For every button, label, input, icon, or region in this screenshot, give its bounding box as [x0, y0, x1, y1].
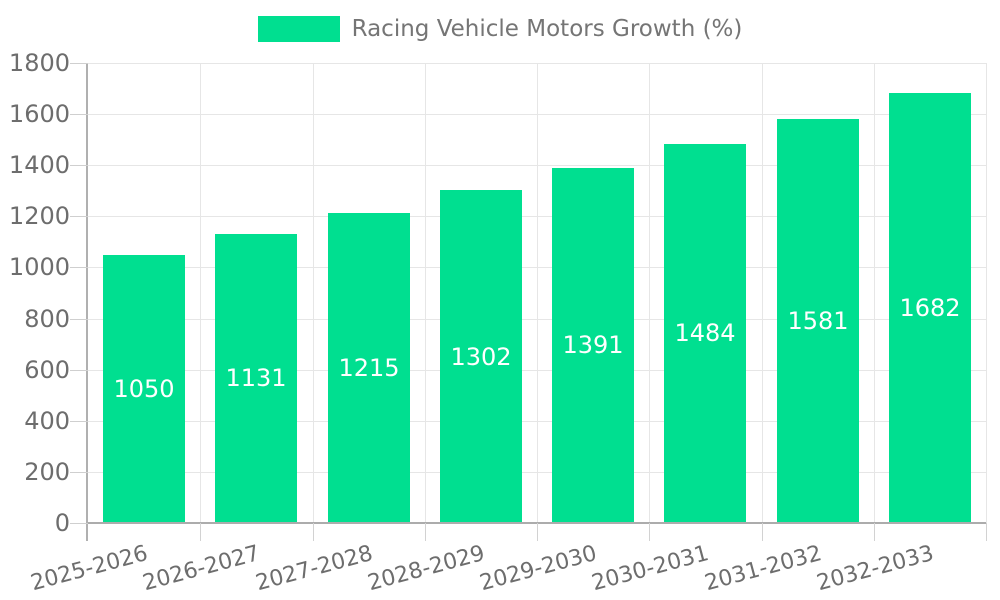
y-tick-label: 400 [24, 406, 70, 435]
bar-value-label: 1050 [113, 374, 175, 403]
y-tick-label: 600 [24, 355, 70, 384]
x-tick-mark [537, 523, 538, 541]
bar[interactable]: 1484 [664, 143, 746, 523]
bar[interactable]: 1391 [552, 167, 634, 523]
legend-label: Racing Vehicle Motors Growth (%) [351, 16, 743, 42]
plot-area: 1050 1131 1215 1302 1391 1484 1581 1682 [88, 63, 987, 523]
x-tick-mark [313, 523, 314, 541]
bar-value-label: 1682 [899, 294, 961, 323]
y-tick-label: 800 [24, 304, 70, 333]
gridline-vertical [425, 63, 426, 523]
bar-value-label: 1131 [225, 364, 287, 393]
y-tick-mark [70, 165, 88, 167]
y-tick-mark [70, 369, 88, 371]
gridline-vertical [200, 63, 201, 523]
x-tick-mark [874, 523, 875, 541]
legend-swatch-icon [257, 16, 340, 42]
y-tick-mark [70, 63, 88, 64]
y-tick-label: 1800 [8, 49, 70, 77]
bar[interactable]: 1131 [215, 233, 297, 523]
gridline-vertical [313, 63, 314, 523]
y-tick-mark [70, 523, 88, 524]
bar[interactable]: 1682 [889, 93, 971, 523]
bar[interactable]: 1302 [440, 190, 522, 523]
gridline-vertical [874, 63, 875, 523]
x-tick-mark [649, 523, 650, 541]
y-tick-mark [70, 471, 88, 473]
legend[interactable]: Racing Vehicle Motors Growth (%) [0, 16, 1000, 42]
bar-value-label: 1391 [562, 331, 624, 360]
gridline-vertical [762, 63, 763, 523]
y-tick-label: 0 [54, 509, 70, 537]
bar[interactable]: 1050 [103, 254, 185, 523]
x-tick-mark [425, 523, 426, 541]
gridline-vertical [537, 63, 538, 523]
y-tick-mark [70, 114, 88, 116]
bar[interactable]: 1581 [777, 118, 859, 523]
y-tick-label: 1200 [8, 202, 70, 231]
y-tick-mark [70, 267, 88, 269]
y-tick-label: 1000 [8, 253, 70, 282]
bar-value-label: 1215 [338, 353, 400, 382]
y-tick-mark [70, 318, 88, 320]
bar[interactable]: 1215 [328, 212, 410, 523]
y-axis-line [86, 63, 88, 541]
bar-value-label: 1581 [787, 306, 849, 335]
bar-value-label: 1302 [450, 342, 512, 371]
x-tick-mark [762, 523, 763, 541]
y-tick-label: 1600 [8, 100, 70, 129]
x-tick-mark [986, 523, 987, 541]
x-tick-mark [200, 523, 201, 541]
y-tick-mark [70, 216, 88, 218]
y-tick-label: 1400 [8, 151, 70, 180]
gridline-vertical [986, 63, 987, 523]
y-tick-label: 200 [24, 457, 70, 486]
y-tick-mark [70, 420, 88, 422]
gridline-vertical [649, 63, 650, 523]
bar-value-label: 1484 [674, 319, 736, 348]
